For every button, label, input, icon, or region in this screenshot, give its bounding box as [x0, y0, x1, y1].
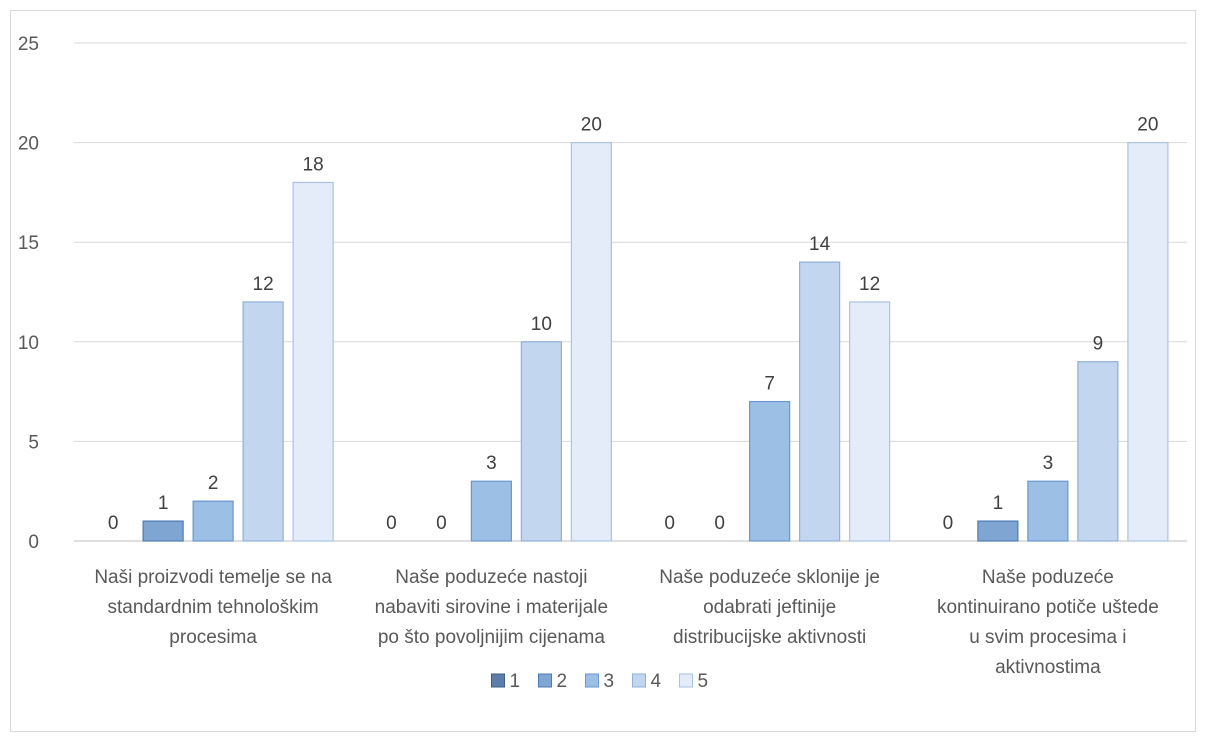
y-tick-label: 5	[28, 432, 39, 453]
y-tick-label: 15	[18, 233, 39, 254]
bar	[749, 400, 791, 542]
bar	[470, 480, 512, 542]
category-label: kontinuirano potiče uštede	[937, 597, 1159, 618]
category-label: Naše poduzeće sklonije je	[659, 567, 880, 588]
bar	[292, 181, 334, 542]
category-label: Naše poduzeće nastoji	[395, 567, 587, 588]
gridlines	[74, 42, 1187, 542]
bar	[520, 341, 562, 542]
bar	[1077, 361, 1119, 542]
legend-label: 4	[651, 671, 662, 692]
data-label: 0	[436, 513, 447, 534]
category-label: po što povoljnijim cijenama	[378, 627, 605, 648]
bars	[142, 142, 1169, 542]
legend-label: 1	[510, 671, 521, 692]
legend-label: 3	[604, 671, 615, 692]
data-label: 0	[664, 513, 675, 534]
category-label: aktivnostima	[995, 657, 1101, 678]
legend-swatch	[538, 673, 552, 688]
legend-swatch	[491, 673, 505, 688]
y-tick-label: 10	[18, 333, 39, 354]
data-label: 10	[531, 314, 552, 335]
data-label: 12	[859, 274, 880, 295]
data-label: 12	[253, 274, 274, 295]
data-label: 20	[1137, 115, 1158, 136]
data-label: 2	[208, 473, 219, 494]
category-label: Naši proizvodi temelje se na	[94, 567, 332, 588]
y-tick-label: 25	[18, 34, 39, 55]
data-label: 0	[386, 513, 397, 534]
data-label: 0	[108, 513, 119, 534]
bar	[799, 261, 841, 542]
category-label: Naše poduzeće	[982, 567, 1114, 588]
bar	[142, 520, 184, 542]
data-label: 0	[943, 513, 954, 534]
bar	[1027, 480, 1069, 542]
bar	[1127, 142, 1169, 542]
category-label: procesima	[169, 627, 257, 648]
data-label: 1	[158, 493, 169, 514]
data-label: 1	[993, 493, 1004, 514]
category-labels: Naši proizvodi temelje se na standardnim …	[94, 567, 1158, 678]
data-label: 18	[303, 154, 324, 175]
y-tick-label: 20	[18, 134, 39, 155]
legend-swatch	[679, 673, 693, 688]
chart-frame: 0 5 10 15 20 25 0 1 2 12 18 0 0 3 10 20 0 0 7 14 12 0 1 3 9 20 N…	[10, 10, 1196, 732]
legend-label: 2	[557, 671, 568, 692]
category-label: odabrati jeftinije	[703, 597, 836, 618]
y-axis-ticks: 0 5 10 15 20 25	[18, 34, 39, 553]
category-label: u svim procesima i	[969, 627, 1126, 648]
data-label: 3	[486, 453, 497, 474]
y-tick-label: 0	[28, 532, 39, 553]
bar	[570, 142, 612, 542]
data-label: 14	[809, 234, 831, 255]
data-label: 20	[581, 115, 602, 136]
legend-label: 5	[698, 671, 709, 692]
data-label: 9	[1093, 334, 1104, 355]
legend-swatch	[585, 673, 599, 688]
category-label: standardnim tehnološkim	[108, 597, 319, 618]
category-label: distribucijske aktivnosti	[673, 627, 866, 648]
bar	[192, 500, 234, 542]
data-label: 0	[714, 513, 725, 534]
legend-swatch	[632, 673, 646, 688]
bar	[977, 520, 1019, 542]
bar	[242, 301, 284, 542]
category-label: nabaviti sirovine i materijale	[375, 597, 608, 618]
bar	[849, 301, 891, 542]
data-label: 7	[764, 374, 775, 395]
legend: 1 2 3 4 5	[491, 671, 709, 692]
data-label: 3	[1043, 453, 1054, 474]
